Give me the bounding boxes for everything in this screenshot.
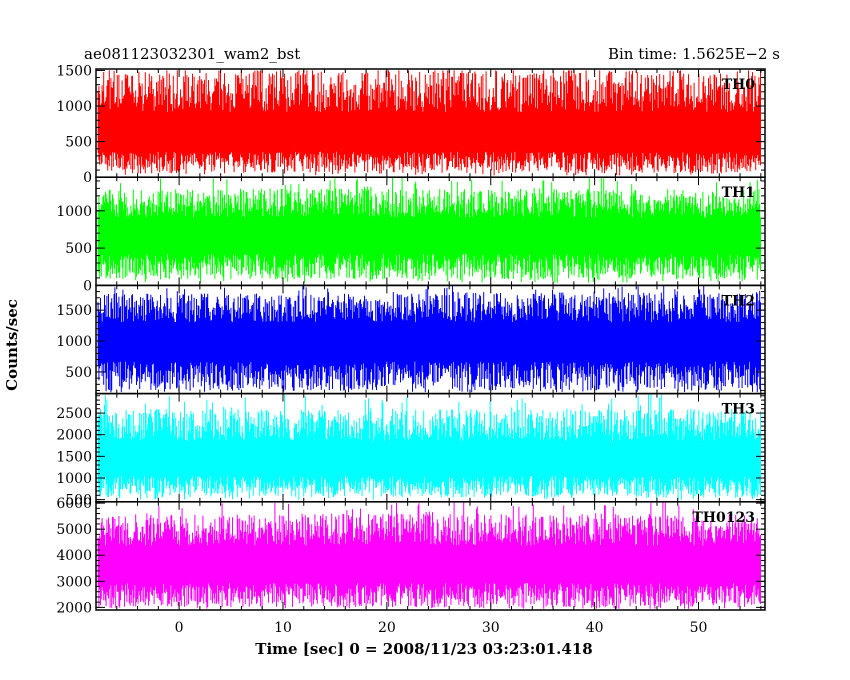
x-axis: 0 10 20 30 40 50 [175,620,708,636]
series-line-th0 [97,70,761,176]
bin-time-label: Bin time: 1.5625E−2 s [608,45,780,63]
y-tick-label: 1500 [56,63,92,79]
panel-frame [95,501,766,611]
y-tick-label: 1000 [56,471,92,487]
y-tick-label: 1000 [56,99,92,115]
x-axis-label: Time [sec] 0 = 2008/11/23 03:23:01.418 [255,640,592,658]
y-tick-label: 2000 [56,600,92,616]
series-label-th3: TH3 [722,402,755,418]
y-tick-label: 5000 [56,522,92,538]
y-tick-label: 1500 [56,303,92,319]
series-label-th2: TH2 [722,293,755,309]
y-tick-label: 500 [65,135,92,151]
series-line-th2 [97,285,761,393]
y-tick-label: 1500 [56,449,92,465]
y-tick-label: 6000 [56,496,92,512]
series-label-th0123: TH0123 [692,510,755,526]
panels-group: 0 500 1000 1500 TH0 0 500 1000 TH1 500 1000 1500 TH2… [56,63,766,616]
y-tick-label: 2500 [56,406,92,422]
panel-th0123: 2000 3000 4000 5000 6000 TH0123 [56,496,766,616]
y-tick-label: 1000 [56,204,92,220]
y-axis-label: Counts/sec [3,299,21,391]
y-tick-label: 0 [83,278,92,294]
series-line-th0123 [97,502,761,609]
series-label-th1: TH1 [722,185,755,201]
y-tick-label: 2000 [56,428,92,444]
x-tick-label: 10 [274,620,292,636]
series-line-th1 [97,177,761,283]
series-label-th0: TH0 [722,77,756,93]
y-tick-label: 1000 [56,334,92,350]
panel-th1: 0 500 1000 TH1 [56,176,766,294]
y-tick-label: 500 [65,241,92,257]
y-tick-label: 4000 [56,548,92,564]
y-tick-label: 500 [65,365,92,381]
x-tick-label: 40 [586,620,604,636]
panel-th0: 0 500 1000 1500 TH0 [56,63,766,186]
panel-th2: 500 1000 1500 TH2 [56,284,766,395]
x-tick-label: 30 [482,620,500,636]
x-tick-label: 20 [378,620,396,636]
x-tick-label: 0 [175,620,184,636]
y-tick-label: 3000 [56,574,92,590]
y-tick-label: 500 [65,493,92,509]
x-tick-label: 50 [690,620,708,636]
series-line-th3 [97,393,761,500]
chart-title: ae081123032301_wam2_bst [84,45,300,63]
panel-th3: 500 1000 1500 2000 2500 TH3 [56,392,766,509]
y-tick-label: 0 [83,170,92,186]
